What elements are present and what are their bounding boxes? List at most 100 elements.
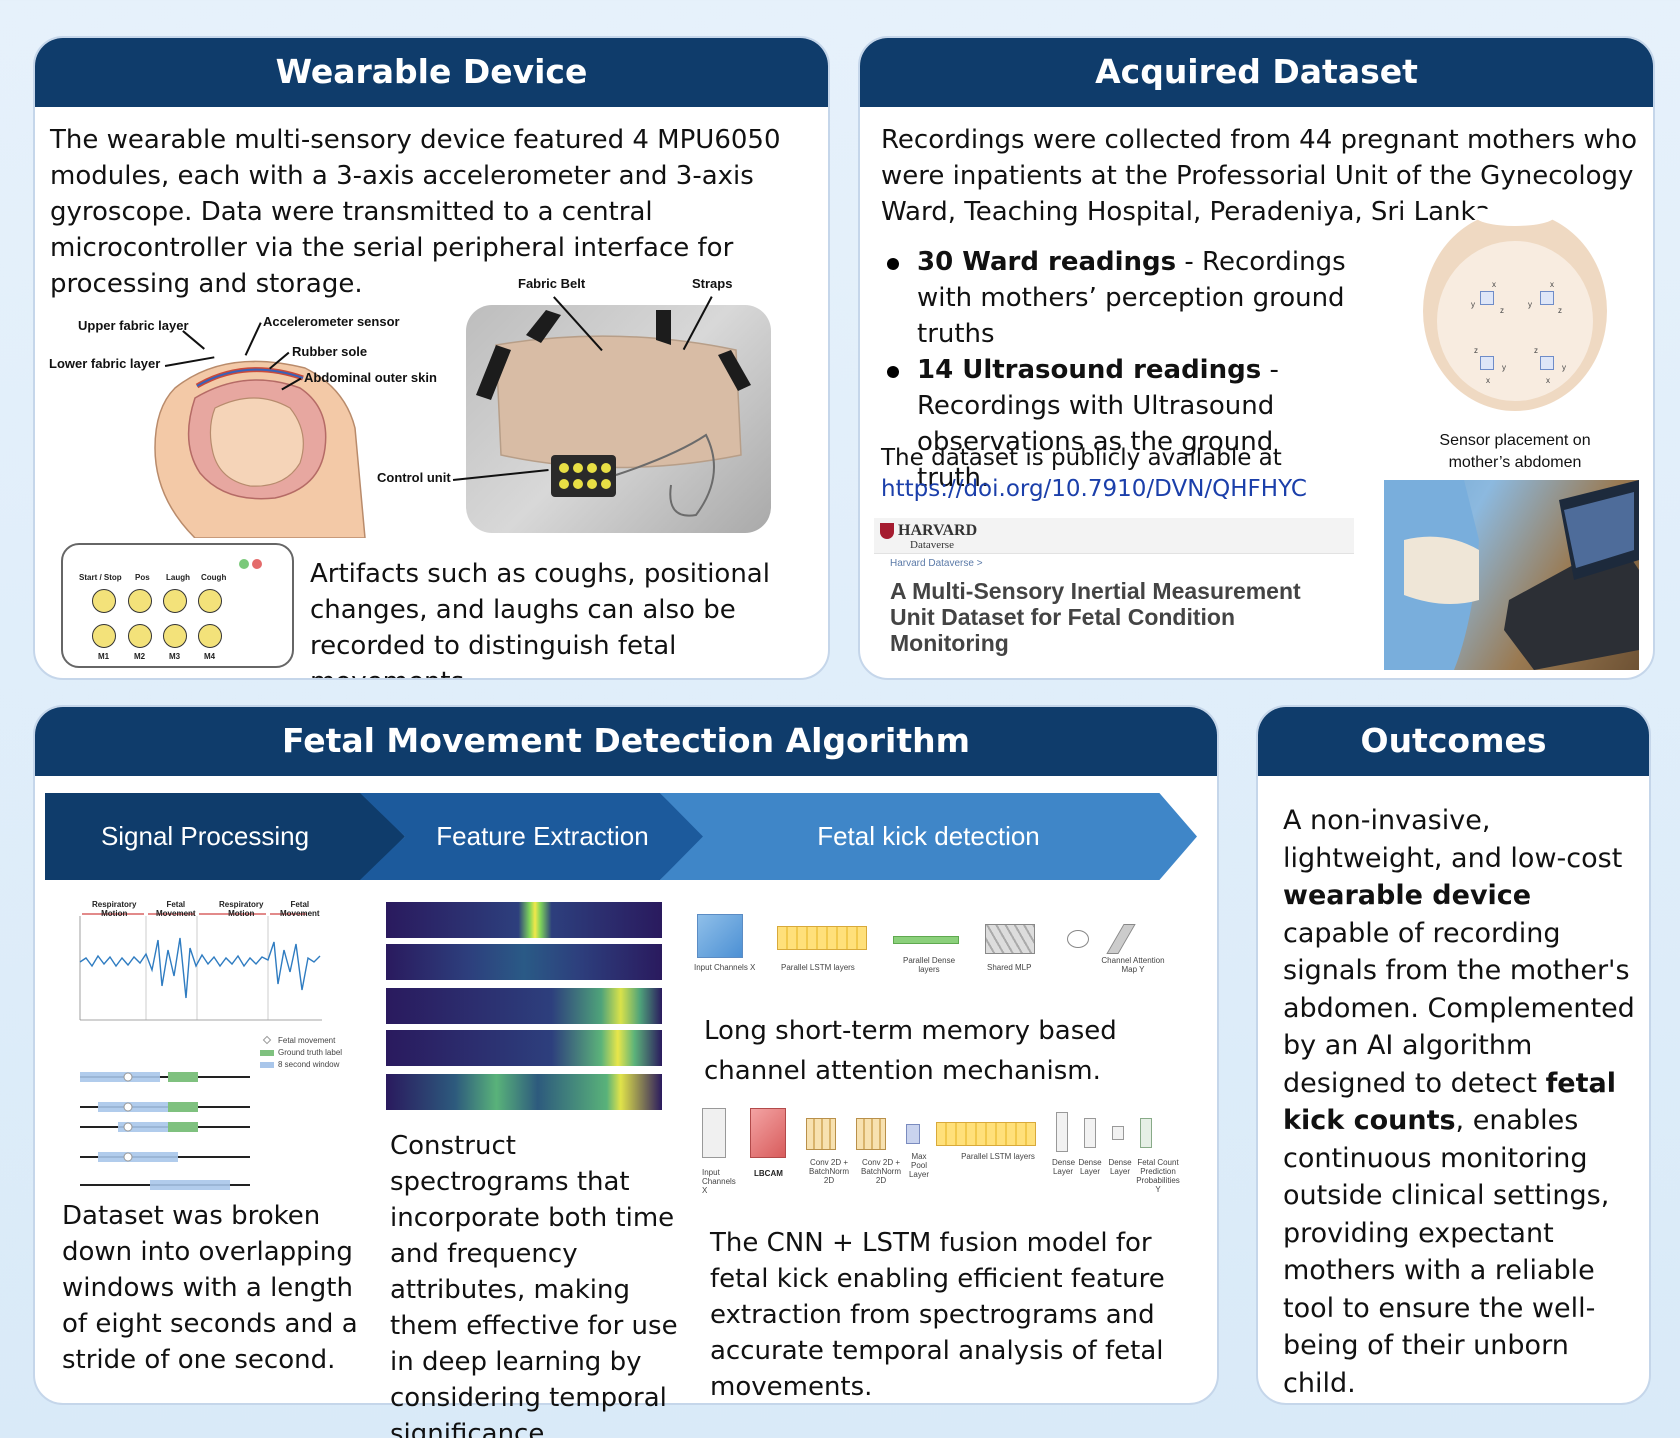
label-straps: Straps	[692, 276, 733, 291]
laugh-button	[163, 589, 187, 613]
lstm-block-label: Parallel Dense layers	[902, 956, 956, 974]
lstm-block-label: Shared MLP	[987, 963, 1032, 972]
dataset-title: Acquired Dataset	[860, 38, 1653, 107]
harvard-logo-text: HARVARD	[898, 522, 978, 539]
shared-mlp-block	[985, 924, 1035, 954]
label-lower-fabric: Lower fabric layer	[49, 356, 161, 371]
dataset-doi-link[interactable]: https://doi.org/10.7910/DVN/QHFHYC	[881, 476, 1307, 502]
wearable-device-panel: Wearable Device The wearable multi-senso…	[33, 36, 830, 680]
conv-block	[806, 1118, 836, 1150]
sensor-placement-caption: Sensor placement on mother’s abdomen	[1400, 430, 1630, 474]
legend-window: 8 second window	[260, 1059, 360, 1071]
legend-swatch	[262, 1035, 272, 1045]
dataverse-logo-text: Dataverse	[910, 539, 954, 551]
region-line: Fetal	[290, 900, 310, 909]
legend-text: Ground truth label	[278, 1048, 343, 1057]
axis-label: y	[1528, 300, 1532, 309]
label-rubber-sole: Rubber sole	[292, 344, 368, 359]
parallel-dense-block	[893, 936, 959, 944]
cnn-block-label: Parallel LSTM layers	[961, 1152, 1035, 1161]
stage-feature-extraction: Feature Extraction	[360, 793, 705, 880]
pointer-line	[182, 330, 205, 350]
bullet-bold: 14 Ultrasound readings	[917, 355, 1262, 385]
parallel-lstm-block	[777, 926, 867, 950]
dataset-intro-text: Recordings were collected from 44 pregna…	[881, 125, 1638, 227]
cnn-block-label: Fetal Count Prediction Probabilities Y	[1136, 1158, 1180, 1194]
region-line: Movement	[156, 909, 196, 918]
spectrogram	[386, 902, 662, 938]
sensor-module	[1540, 356, 1554, 370]
stage-label: Feature Extraction	[436, 821, 649, 851]
button-label: Pos	[135, 573, 150, 582]
signal-region-label: Respiratory Motion	[219, 900, 263, 918]
stage-fetal-kick-detection: Fetal kick detection	[660, 793, 1197, 880]
dataset-availability-text: The dataset is publicly available at	[881, 445, 1282, 471]
sigmoid-icon	[1067, 930, 1089, 948]
attention-map-block	[1106, 924, 1136, 954]
cnn-block-label: Input Channels X	[702, 1168, 736, 1195]
wearable-device-title: Wearable Device	[35, 38, 828, 107]
cnn-lstm-diagram	[700, 1108, 1180, 1183]
region-line: Motion	[101, 909, 128, 918]
pos-button	[128, 589, 152, 613]
label-accelerometer: Accelerometer sensor	[263, 314, 400, 329]
label-fabric-belt: Fabric Belt	[518, 276, 586, 291]
algorithm-title: Fetal Movement Detection Algorithm	[35, 707, 1217, 776]
label-abdominal-skin: Abdominal outer skin	[304, 370, 437, 385]
lstm-block-label: Parallel LSTM layers	[781, 963, 855, 972]
belt-photo	[466, 305, 771, 533]
axis-label: y	[1471, 300, 1475, 309]
region-line: Movement	[280, 909, 320, 918]
status-led-green	[239, 559, 249, 569]
button-label: M4	[204, 652, 216, 661]
feature-extraction-text: Construct spectrograms that incorporate …	[390, 1131, 678, 1438]
region-line: Motion	[228, 909, 255, 918]
axis-label: x	[1546, 376, 1550, 385]
outcomes-fragment: A non-invasive, lightweight, and low-cos…	[1283, 805, 1623, 874]
spectrogram-stack	[386, 902, 662, 1110]
windowing-diagram	[78, 1035, 256, 1195]
input-block	[702, 1108, 726, 1158]
spectrogram	[386, 944, 662, 980]
window-legend: Fetal movement Ground truth label 8 seco…	[260, 1035, 360, 1071]
dense-block	[1084, 1118, 1096, 1148]
signal-plot	[72, 900, 326, 1028]
label-control-unit: Control unit	[377, 470, 451, 485]
label-upper-fabric: Upper fabric layer	[78, 318, 189, 333]
outcomes-fragment-bold: wearable device	[1283, 880, 1532, 911]
axis-label: z	[1500, 306, 1504, 315]
bullet-bold: 30 Ward readings	[917, 247, 1177, 277]
dense-block	[1056, 1112, 1068, 1152]
sensor-placement-diagram	[1420, 206, 1610, 426]
outcomes-fragment: , enables continuous monitoring outside …	[1283, 1105, 1610, 1399]
outcomes-fragment: capable of recording signals from the mo…	[1283, 917, 1635, 1099]
m3-button	[163, 624, 187, 648]
bullet-dot	[887, 258, 899, 270]
region-line: Respiratory	[219, 900, 264, 909]
legend-text: 8 second window	[278, 1060, 340, 1069]
legend-swatch	[260, 1050, 274, 1056]
dataset-panel: Acquired Dataset Recordings were collect…	[858, 36, 1655, 680]
stage-label: Fetal kick detection	[817, 821, 1040, 851]
dataset-bullets: 30 Ward readings - Recordings with mothe…	[881, 244, 1351, 496]
bullet-rest: - Recordings with mothers’ perception gr…	[917, 247, 1346, 349]
button-label: Cough	[201, 573, 227, 582]
bullet-rest: - Recordings with Ultrasound observation…	[917, 355, 1279, 493]
harvard-dataverse-card[interactable]: HARVARD Dataverse Harvard Dataverse > A …	[874, 518, 1354, 668]
cnn-block-label: LBCAM	[754, 1169, 783, 1178]
lstm-attention-diagram	[695, 910, 1175, 974]
legend-swatch	[260, 1062, 274, 1068]
axis-label: x	[1486, 376, 1490, 385]
cough-button	[198, 589, 222, 613]
spectrogram	[386, 1030, 662, 1066]
cnn-block-label: Dense Layer	[1108, 1158, 1132, 1176]
breadcrumb[interactable]: Harvard Dataverse >	[890, 558, 983, 569]
m4-button	[198, 624, 222, 648]
outcomes-text: A non-invasive, lightweight, and low-cos…	[1283, 802, 1638, 1402]
dense-block	[1112, 1126, 1124, 1140]
region-line: Respiratory	[92, 900, 137, 909]
axis-label: x	[1550, 280, 1554, 289]
status-led-red	[252, 559, 262, 569]
cnn-block-label: Dense Layer	[1078, 1158, 1102, 1176]
spectrogram	[386, 988, 662, 1024]
